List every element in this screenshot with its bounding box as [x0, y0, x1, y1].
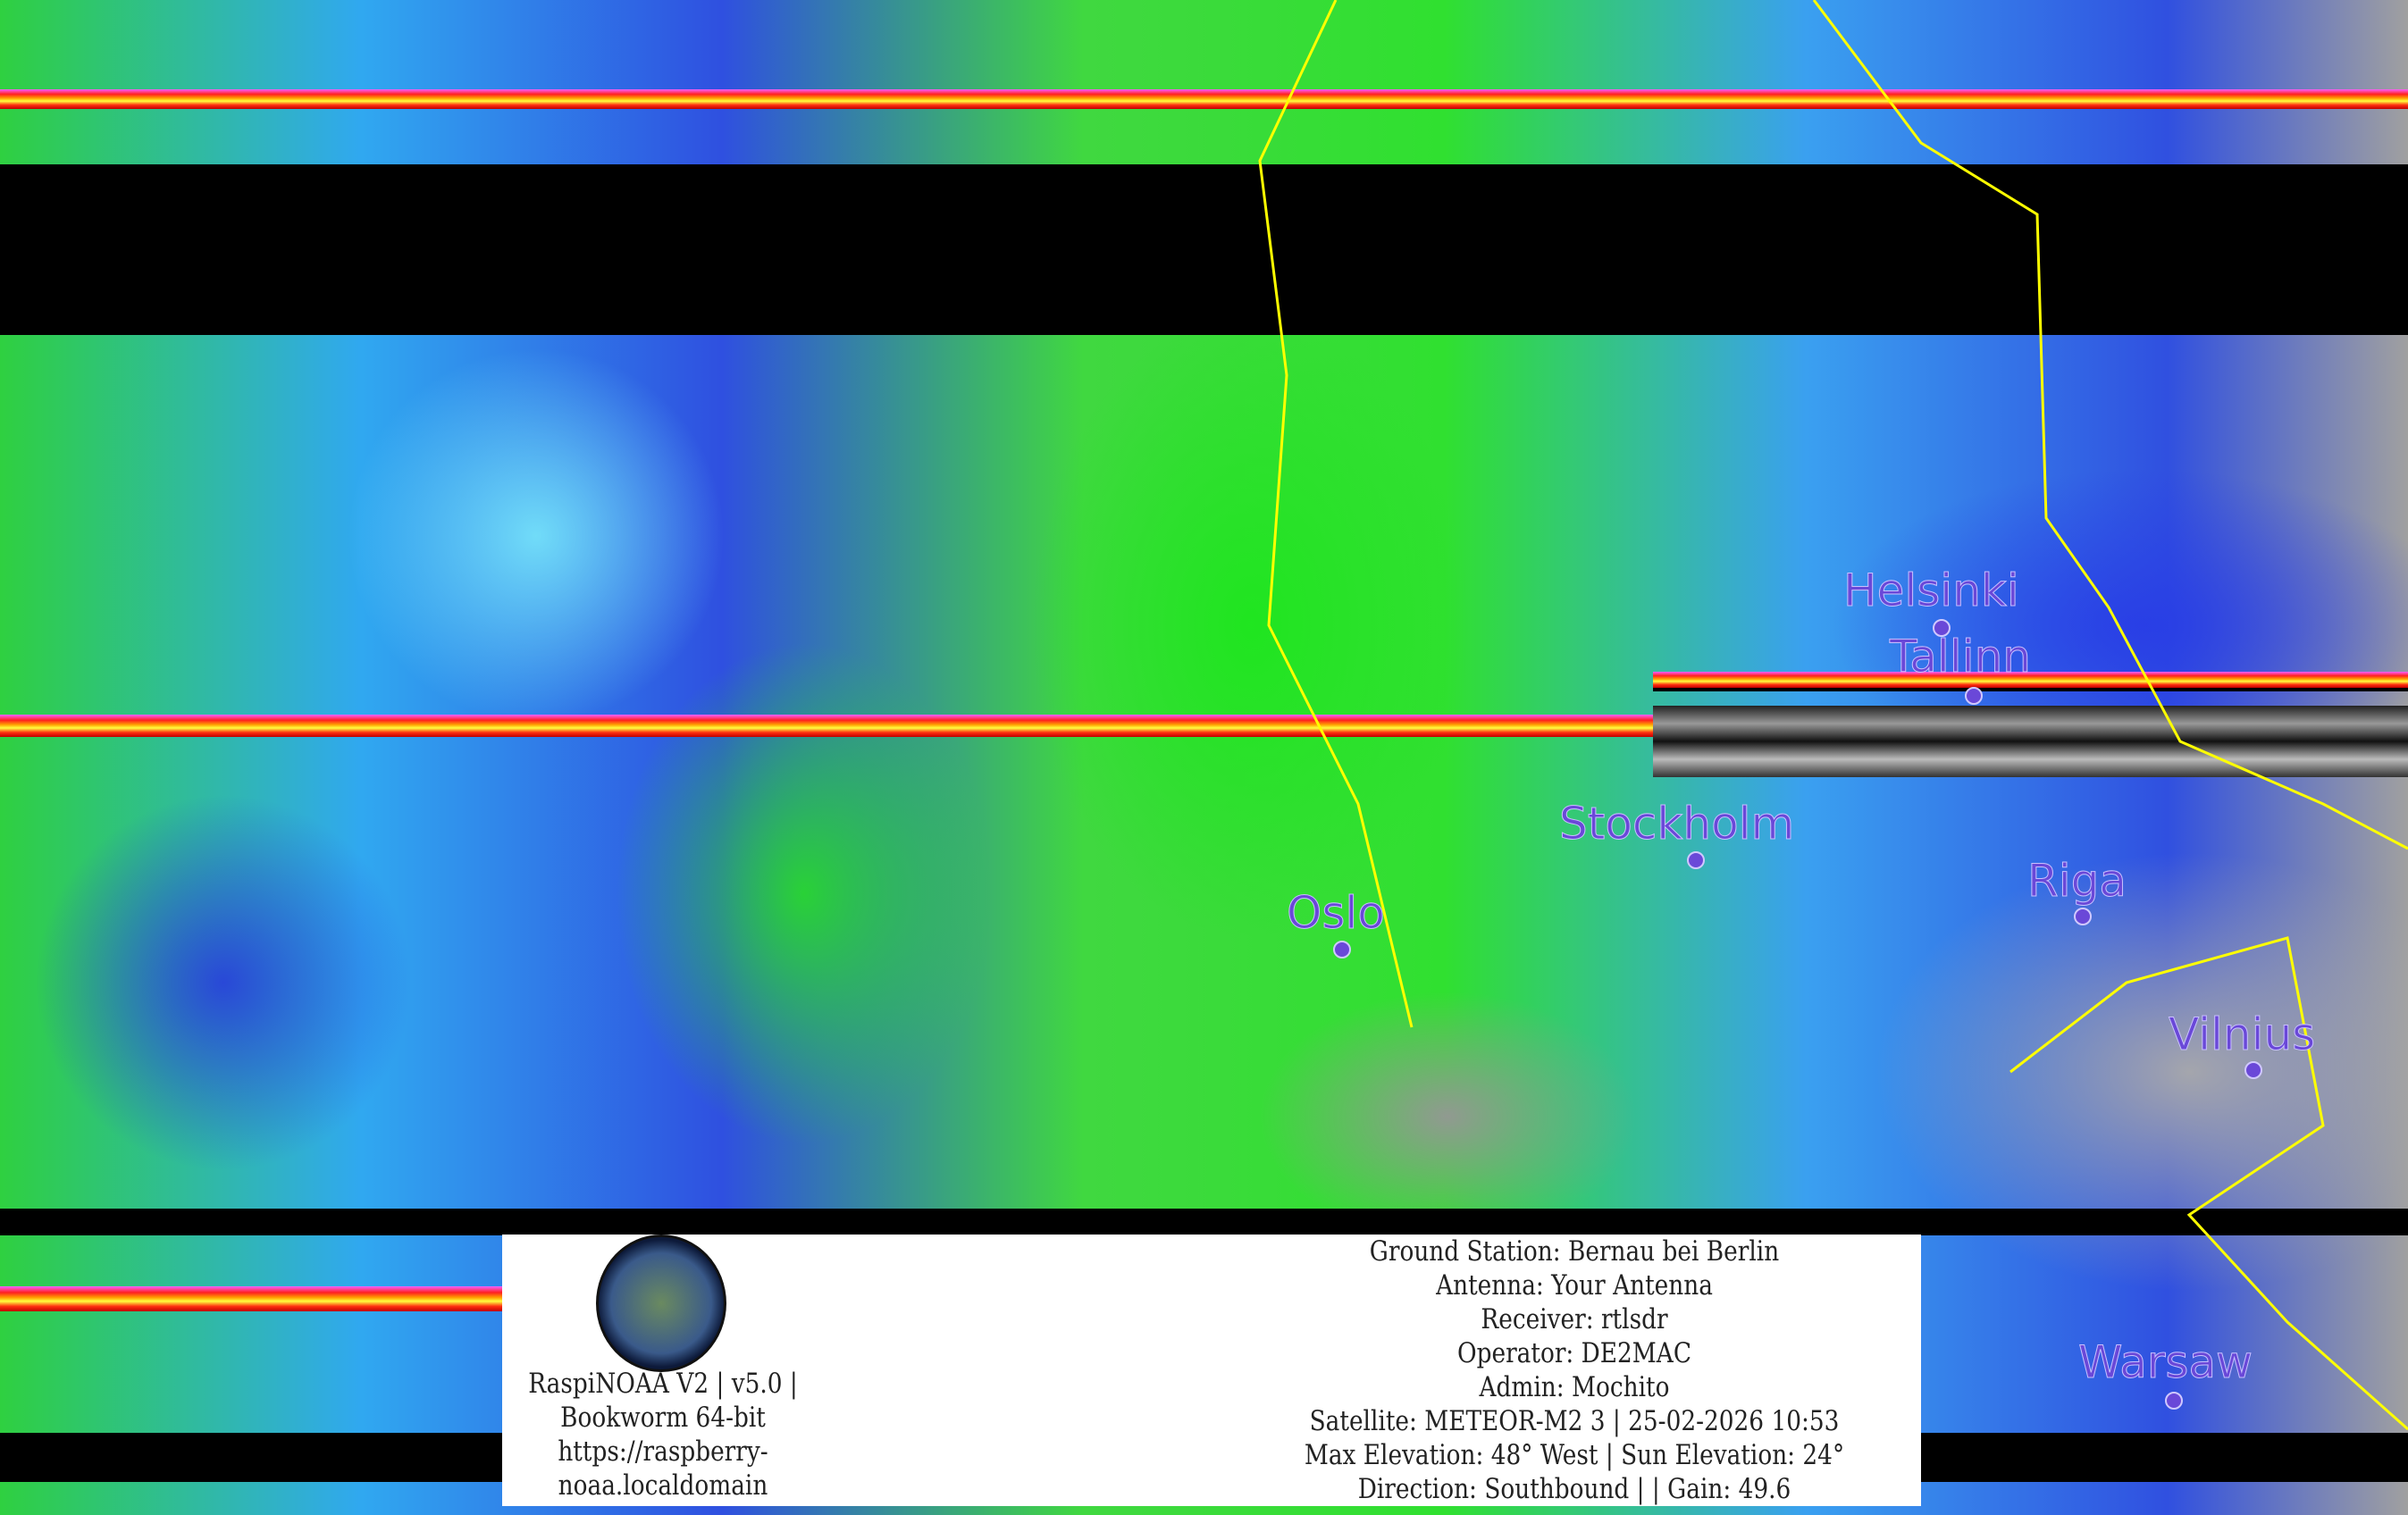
city-label-vilnius: Vilnius: [2168, 1009, 2316, 1061]
city-label-tallinn: Tallinn: [1890, 631, 2032, 683]
direction-gain: Direction: Southbound | | Gain: 49.6: [1357, 1473, 1791, 1505]
software-line: RaspiNOAA V2 | v5.0 |: [528, 1368, 798, 1400]
city-marker: [2244, 1061, 2262, 1079]
noise-stripe: [0, 89, 2408, 109]
admin: Admin: Mochito: [1479, 1371, 1670, 1403]
city-label-riga: Riga: [2026, 855, 2127, 908]
city-label-helsinki: Helsinki: [1843, 565, 2020, 617]
ground-station: Ground Station: Bernau bei Berlin: [1369, 1235, 1780, 1268]
city-marker: [1687, 851, 1705, 869]
raspinoaa-logo: [596, 1235, 726, 1372]
noise-stripe: [0, 715, 1653, 737]
city-marker: [1965, 687, 1983, 705]
city-label-oslo: Oslo: [1287, 887, 1386, 940]
city-marker: [1933, 619, 1951, 637]
pass-details: Ground Station: Bernau bei Berlin Antenn…: [1240, 1235, 1909, 1506]
noise-stripe: [1653, 672, 2408, 688]
city-label-stockholm: Stockholm: [1558, 798, 1795, 850]
signal-gap: [0, 164, 2408, 335]
noise-stripe: [0, 1286, 502, 1311]
operator: Operator: DE2MAC: [1457, 1337, 1691, 1369]
country-border: [1258, 0, 1414, 1028]
city-marker: [2074, 908, 2092, 925]
receiver: Receiver: rtlsdr: [1481, 1303, 1668, 1335]
city-label-warsaw: Warsaw: [2077, 1336, 2253, 1389]
satellite-time: Satellite: METEOR-M2 3 | 25-02-2026 10:5…: [1309, 1405, 1840, 1437]
country-border: [1812, 0, 2408, 850]
software-line: noaa.localdomain: [558, 1469, 768, 1502]
signal-gap: [1653, 688, 2408, 691]
city-marker: [1333, 941, 1351, 958]
noise-stripe: [1653, 706, 2408, 777]
antenna: Antenna: Your Antenna: [1436, 1269, 1713, 1302]
software-line: https://raspberry-: [558, 1435, 768, 1468]
software-line: Bookworm 64-bit: [560, 1402, 766, 1434]
country-border: [2009, 936, 2408, 1431]
city-marker: [2165, 1392, 2183, 1410]
software-info: RaspiNOAA V2 | v5.0 | Bookworm 64-bit ht…: [504, 1367, 823, 1502]
signal-gap: [0, 1209, 2408, 1235]
elevation: Max Elevation: 48° West | Sun Elevation:…: [1304, 1439, 1845, 1471]
info-box: RaspiNOAA V2 | v5.0 | Bookworm 64-bit ht…: [502, 1235, 1921, 1506]
